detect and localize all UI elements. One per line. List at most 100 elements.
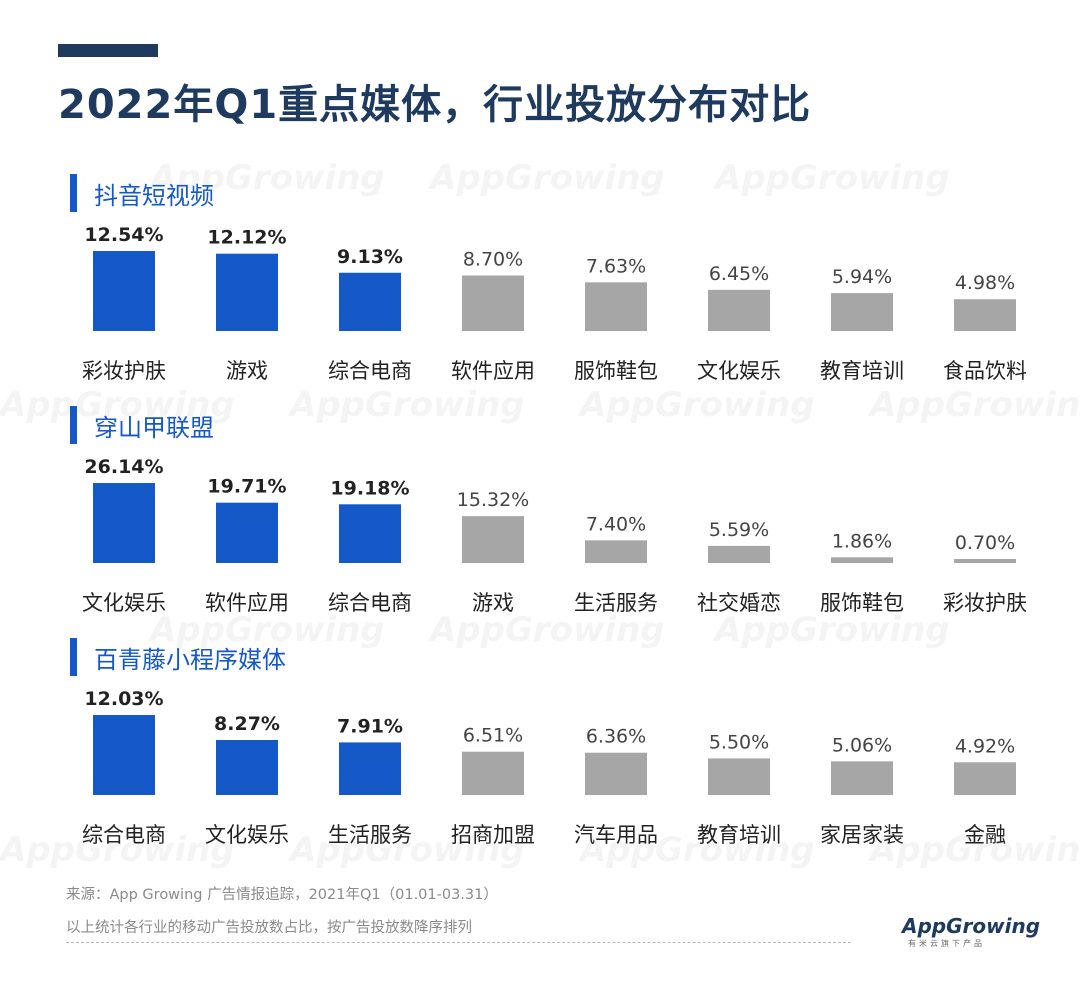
section-douyin: 抖音短视频 12.54% 彩妆护肤 12.12% 游戏 9.13% 综合电商 8.70% 软件…: [0, 173, 1080, 403]
footer-divider: [66, 942, 851, 943]
value-label: 7.40%: [586, 513, 646, 535]
bar-chart-svg: 12.03% 综合电商 8.27% 文化娱乐 7.91% 生活服务 6.51% 招商加盟 6.3…: [82, 688, 1016, 847]
watermark-text: AppGrowing: [580, 830, 815, 870]
method-note: 以上统计各行业的移动广告投放数占比，按广告投放数降序排列: [66, 920, 472, 936]
bar: [339, 742, 401, 795]
category-label: 综合电商: [328, 359, 412, 383]
value-label: 5.50%: [709, 731, 769, 753]
bar-chart-svg: 26.14% 文化娱乐 19.71% 软件应用 19.18% 综合电商 15.32% 游戏 7.…: [82, 456, 1027, 615]
section-accent-bar: [70, 638, 77, 676]
value-label: 7.63%: [586, 255, 646, 277]
bar: [954, 559, 1016, 563]
value-label: 26.14%: [84, 456, 163, 478]
watermark-text: AppGrowing: [715, 610, 950, 650]
category-label: 文化娱乐: [82, 591, 166, 615]
value-label: 15.32%: [457, 489, 529, 511]
bar: [216, 740, 278, 795]
category-label: 服饰鞋包: [574, 359, 658, 383]
category-label: 游戏: [226, 359, 268, 383]
section-header: 抖音短视频: [70, 173, 214, 213]
watermark-text: AppGrowing: [290, 830, 525, 870]
bar: [339, 504, 401, 563]
bar: [708, 758, 770, 795]
section-title: 穿山甲联盟: [94, 413, 214, 442]
category-label: 彩妆护肤: [82, 359, 166, 383]
bar: [708, 289, 770, 331]
bar: [462, 516, 524, 563]
category-label: 彩妆护肤: [943, 591, 1027, 615]
category-label: 综合电商: [328, 591, 412, 615]
bar: [831, 557, 893, 563]
value-label: 19.71%: [207, 476, 286, 498]
value-label: 1.86%: [832, 530, 892, 552]
value-label: 5.94%: [832, 266, 892, 288]
value-label: 5.06%: [832, 734, 892, 756]
bar-chart-svg: 12.54% 彩妆护肤 12.12% 游戏 9.13% 综合电商 8.70% 软件应用 7.63…: [82, 224, 1027, 383]
watermark-text: AppGrowing: [0, 830, 235, 870]
value-label: 8.27%: [214, 713, 280, 735]
category-label: 文化娱乐: [205, 823, 289, 847]
category-label: 游戏: [472, 591, 514, 615]
bar: [462, 275, 524, 331]
logo-wordmark: AppGrowing: [902, 914, 1041, 938]
category-label: 综合电商: [82, 823, 166, 847]
category-label: 软件应用: [205, 591, 289, 615]
watermark-text: AppGrowing: [870, 385, 1080, 425]
bar-chart-pangolin: 26.14% 文化娱乐 19.71% 软件应用 19.18% 综合电商 15.32% 游戏 7.…: [0, 445, 1080, 635]
section-header: 穿山甲联盟: [70, 405, 214, 445]
category-label: 生活服务: [574, 591, 658, 615]
bar-chart-baiqingteng: 12.03% 综合电商 8.27% 文化娱乐 7.91% 生活服务 6.51% 招商加盟 6.3…: [0, 677, 1080, 867]
bar: [93, 251, 155, 331]
bar: [708, 545, 770, 563]
bar: [339, 272, 401, 331]
section-title: 抖音短视频: [94, 181, 214, 210]
category-label: 社交婚恋: [697, 591, 781, 615]
value-label: 6.45%: [709, 263, 769, 285]
value-label: 4.92%: [955, 735, 1015, 757]
value-label: 7.91%: [337, 715, 403, 737]
value-label: 12.54%: [84, 224, 163, 246]
category-label: 软件应用: [451, 359, 535, 383]
watermark-text: AppGrowing: [580, 385, 815, 425]
value-label: 12.12%: [207, 227, 286, 249]
value-label: 0.70%: [955, 532, 1015, 554]
section-accent-bar: [70, 174, 77, 212]
bar: [216, 253, 278, 331]
bar: [585, 752, 647, 795]
watermark-text: AppGrowing: [715, 158, 950, 198]
logo-tagline: 有米云旗下产品: [908, 939, 985, 948]
category-label: 食品饮料: [943, 359, 1027, 383]
section-accent-bar: [70, 406, 77, 444]
category-label: 教育培训: [697, 823, 781, 847]
bar: [462, 751, 524, 795]
bar: [216, 502, 278, 563]
value-label: 9.13%: [337, 246, 403, 268]
section-title: 百青藤小程序媒体: [94, 645, 286, 674]
category-label: 教育培训: [820, 359, 904, 383]
value-label: 8.70%: [463, 248, 523, 270]
category-label: 汽车用品: [574, 823, 658, 847]
bar: [954, 299, 1016, 331]
section-header: 百青藤小程序媒体: [70, 637, 286, 677]
watermark-text: AppGrowing: [150, 158, 385, 198]
source-note: 来源：App Growing 广告情报追踪，2021年Q1（01.01-03.3…: [66, 887, 498, 903]
category-label: 招商加盟: [451, 823, 535, 847]
value-label: 12.03%: [84, 688, 163, 710]
bar: [93, 715, 155, 795]
watermark-text: AppGrowing: [430, 158, 665, 198]
watermark-text: AppGrowing: [870, 830, 1080, 870]
bar: [585, 540, 647, 563]
value-label: 6.36%: [586, 726, 646, 748]
appgrowing-logo: AppGrowing 有米云旗下产品: [902, 914, 1040, 949]
watermark-text: AppGrowing: [290, 385, 525, 425]
bar-chart-douyin: 12.54% 彩妆护肤 12.12% 游戏 9.13% 综合电商 8.70% 软件应用 7.63…: [0, 213, 1080, 403]
value-label: 6.51%: [463, 725, 523, 747]
bar: [831, 761, 893, 795]
page-title: 2022年Q1重点媒体，行业投放分布对比: [58, 82, 812, 128]
bar: [831, 293, 893, 331]
value-label: 19.18%: [330, 477, 409, 499]
bar: [93, 483, 155, 563]
category-label: 文化娱乐: [697, 359, 781, 383]
category-label: 金融: [964, 823, 1006, 847]
watermark-text: AppGrowing: [150, 610, 385, 650]
